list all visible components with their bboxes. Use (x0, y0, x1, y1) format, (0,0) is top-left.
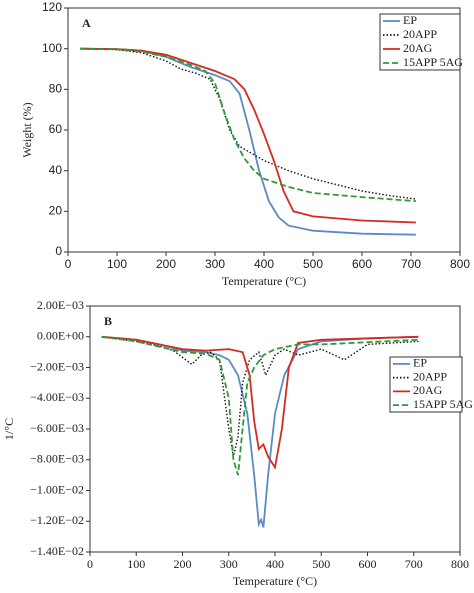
x-tick-label: 200 (156, 257, 176, 271)
legend-label: EP (403, 13, 417, 27)
y-axis-label: Weight (%) (20, 102, 34, 157)
y-tick-label: 80 (49, 82, 63, 96)
y-tick-label: 60 (49, 122, 63, 136)
y-tick-label: 20 (49, 204, 63, 218)
y-tick-label: 100 (42, 41, 62, 55)
legend-label: 20AG (403, 41, 433, 55)
data-line (101, 336, 419, 457)
x-tick-label: 500 (303, 257, 323, 271)
data-line (80, 47, 416, 236)
x-tick-label: 600 (359, 557, 377, 571)
x-tick-label: 400 (266, 557, 284, 571)
panel-label: B (104, 314, 112, 328)
x-tick-label: 400 (254, 257, 274, 271)
x-tick-label: 0 (65, 257, 72, 271)
x-tick-label: 0 (87, 557, 93, 571)
y-tick-label: 0.00E+00 (37, 329, 84, 343)
legend-box (379, 13, 461, 71)
legend-box (389, 356, 463, 413)
x-tick-label: 300 (205, 257, 225, 271)
y-tick-label: 40 (49, 163, 63, 177)
legend-label: 20APP (403, 27, 437, 41)
x-tick-label: 500 (312, 557, 330, 571)
y-tick-label: −1.40E−02 (30, 544, 84, 558)
legend-label: EP (413, 356, 427, 370)
y-tick-label: −2.00E−03 (30, 359, 84, 373)
legend-label: 20AG (413, 383, 443, 397)
y-tick-label: −6.00E−03 (30, 421, 84, 435)
data-line (80, 47, 416, 203)
data-line (101, 335, 419, 528)
legend-label: 15APP 5AG (403, 55, 463, 69)
x-tick-label: 100 (127, 557, 145, 571)
data-line (80, 48, 416, 200)
panel-label: A (82, 16, 91, 30)
legend-label: 20APP (413, 369, 447, 383)
y-tick-label: −1.00E−02 (30, 482, 84, 496)
x-tick-label: 700 (401, 257, 421, 271)
panel: 0 100 200 300 400 500 600 700 800 2.00E−03 0.00E+0… (2, 298, 473, 588)
x-tick-label: 800 (451, 557, 469, 571)
y-axis-label: 1/°C (2, 418, 16, 440)
x-tick-label: 600 (352, 257, 372, 271)
data-line (101, 335, 419, 476)
legend-label: 15APP 5AG (413, 397, 473, 411)
data-line (101, 335, 419, 470)
y-tick-label: −1.20E−02 (30, 513, 84, 527)
x-tick-label: 200 (174, 557, 192, 571)
x-tick-label: 300 (220, 557, 238, 571)
y-tick-label: 0 (55, 244, 62, 258)
panel: 0 100 200 300 400 500 600 700 800 0 20 40 60 80 100 120… (20, 0, 471, 288)
x-axis-label: Temperature (°C) (233, 574, 317, 588)
y-tick-label: 120 (42, 0, 62, 14)
y-tick-label: −4.00E−03 (30, 390, 84, 404)
y-tick-label: −8.00E−03 (30, 452, 84, 466)
x-axis-label: Temperature (°C) (222, 274, 306, 288)
data-line (80, 47, 416, 224)
y-tick-label: 2.00E−03 (37, 298, 84, 312)
x-tick-label: 700 (405, 557, 423, 571)
x-tick-label: 100 (107, 257, 127, 271)
x-tick-label: 800 (450, 257, 470, 271)
